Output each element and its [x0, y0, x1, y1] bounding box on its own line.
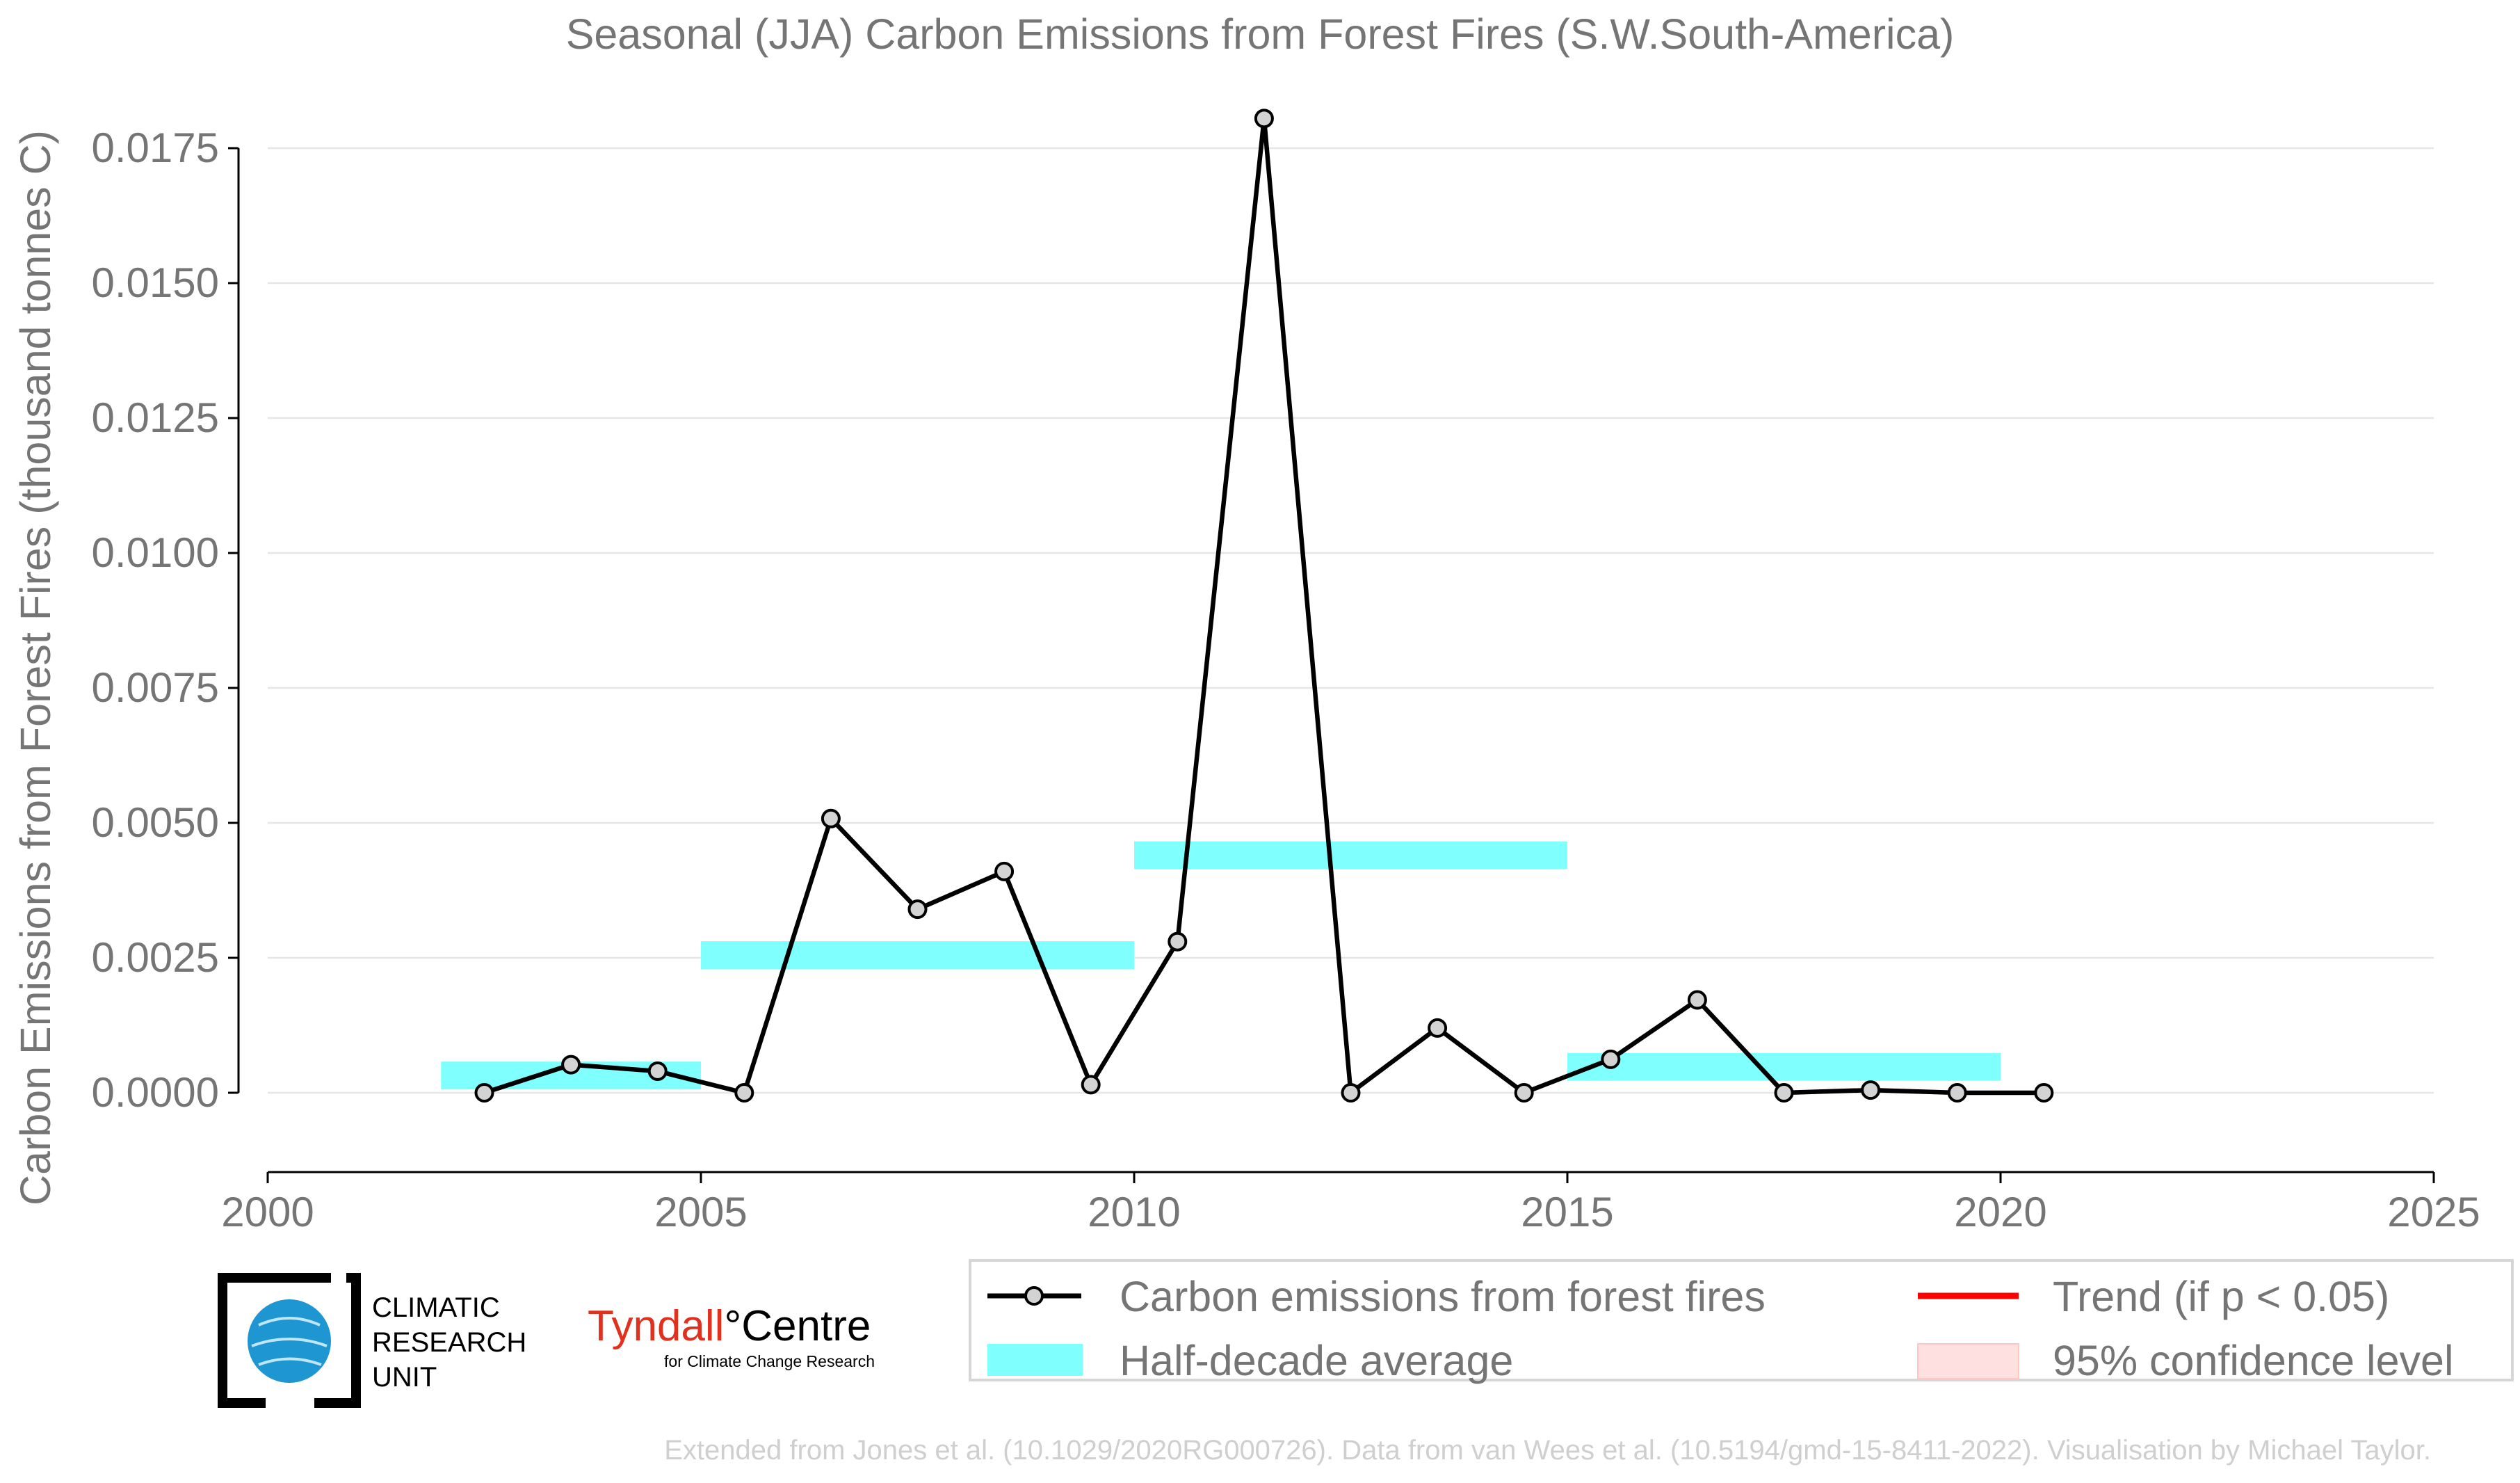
footer-credit: Extended from Jones et al. (10.1029/2020…	[664, 1435, 2431, 1466]
data-point	[1428, 1018, 1448, 1038]
legend-label-confidence: 95% confidence level	[2053, 1337, 2454, 1384]
x-tick-label: 2010	[1088, 1189, 1180, 1235]
half-decade-average-bar	[701, 941, 1134, 970]
legend: Carbon emissions from forest fires Trend…	[969, 1259, 2514, 1384]
tyndall-name: Tyndall°Centre	[588, 1302, 871, 1350]
y-tick-label: 0.0150	[91, 259, 219, 306]
axes: 0.0000 0.0025 0.0050 0.0075 0.0100 0.0125 0.01…	[91, 125, 2480, 1235]
data-point	[1687, 990, 1707, 1010]
legend-entry-trend: Trend (if p < 0.05)	[1918, 1273, 2389, 1320]
half-decade-average-bar	[1134, 841, 1567, 869]
half-decade-average-bar	[1567, 1052, 2001, 1081]
data-point	[1341, 1083, 1361, 1103]
series-markers	[474, 109, 2054, 1103]
y-tick-label: 0.0125	[91, 394, 219, 441]
cru-globe-swirl	[251, 1317, 328, 1366]
cru-globe-icon	[248, 1299, 331, 1383]
cru-label-line2: RESEARCH	[372, 1327, 526, 1358]
half-decade-average-bands	[441, 841, 2001, 1090]
chart-title: Seasonal (JJA) Carbon Emissions from For…	[566, 10, 1955, 58]
x-tick-label: 2015	[1521, 1189, 1613, 1235]
legend-label-trend: Trend (if p < 0.05)	[2053, 1273, 2389, 1320]
cru-logo-frame	[218, 1273, 331, 1408]
data-point	[1254, 109, 1274, 129]
y-tick-label: 0.0025	[91, 934, 219, 981]
data-point	[561, 1055, 581, 1075]
cru-logo: CLIMATIC RESEARCH UNIT	[218, 1273, 526, 1408]
y-tick-label: 0.0050	[91, 799, 219, 846]
y-tick-label: 0.0000	[91, 1069, 219, 1116]
data-point	[474, 1083, 494, 1103]
tyndall-name-part2: °Centre	[724, 1302, 871, 1350]
data-point	[907, 899, 928, 920]
data-point	[2034, 1083, 2054, 1103]
legend-marker-swatch	[1024, 1286, 1044, 1306]
legend-entry-confidence: 95% confidence level	[1917, 1337, 2454, 1384]
tyndall-name-part1: Tyndall	[588, 1302, 724, 1350]
data-point	[1081, 1075, 1101, 1095]
data-point	[1861, 1080, 1881, 1100]
data-point	[1514, 1083, 1534, 1103]
cru-label-line3: UNIT	[372, 1362, 437, 1393]
legend-entry-series: Carbon emissions from forest fires	[987, 1273, 1766, 1320]
data-point	[647, 1061, 668, 1081]
data-point	[994, 861, 1015, 881]
cru-label-line1: CLIMATIC	[372, 1292, 500, 1323]
x-tick-label: 2005	[654, 1189, 747, 1235]
tyndall-logo: Tyndall°Centre for Climate Change Resear…	[588, 1302, 875, 1370]
legend-average-swatch	[987, 1344, 1083, 1376]
data-point	[734, 1083, 754, 1103]
x-tick-label: 2000	[221, 1189, 314, 1235]
data-point	[1947, 1083, 1967, 1103]
legend-confidence-swatch	[1917, 1343, 2019, 1379]
legend-entry-average: Half-decade average	[987, 1337, 1513, 1384]
tyndall-tagline: for Climate Change Research	[664, 1352, 875, 1370]
y-tick-label: 0.0100	[91, 529, 219, 576]
data-point	[821, 808, 841, 828]
legend-label-average: Half-decade average	[1120, 1337, 1513, 1384]
gridlines	[268, 147, 2434, 1094]
y-axis-label: Carbon Emissions from Forest Fires (thou…	[12, 130, 59, 1205]
y-tick-label: 0.0175	[91, 125, 219, 171]
data-point	[1774, 1083, 1794, 1103]
legend-box	[969, 1259, 2514, 1381]
x-tick-label: 2020	[1954, 1189, 2046, 1235]
legend-label-series: Carbon emissions from forest fires	[1120, 1273, 1766, 1320]
y-axis-label-group: Carbon Emissions from Forest Fires (thou…	[12, 130, 59, 1205]
x-tick-label: 2025	[2387, 1189, 2480, 1235]
cru-logo-frame-right	[314, 1273, 361, 1408]
data-point	[1168, 931, 1188, 952]
y-tick-label: 0.0075	[91, 664, 219, 711]
data-point	[1601, 1049, 1621, 1069]
